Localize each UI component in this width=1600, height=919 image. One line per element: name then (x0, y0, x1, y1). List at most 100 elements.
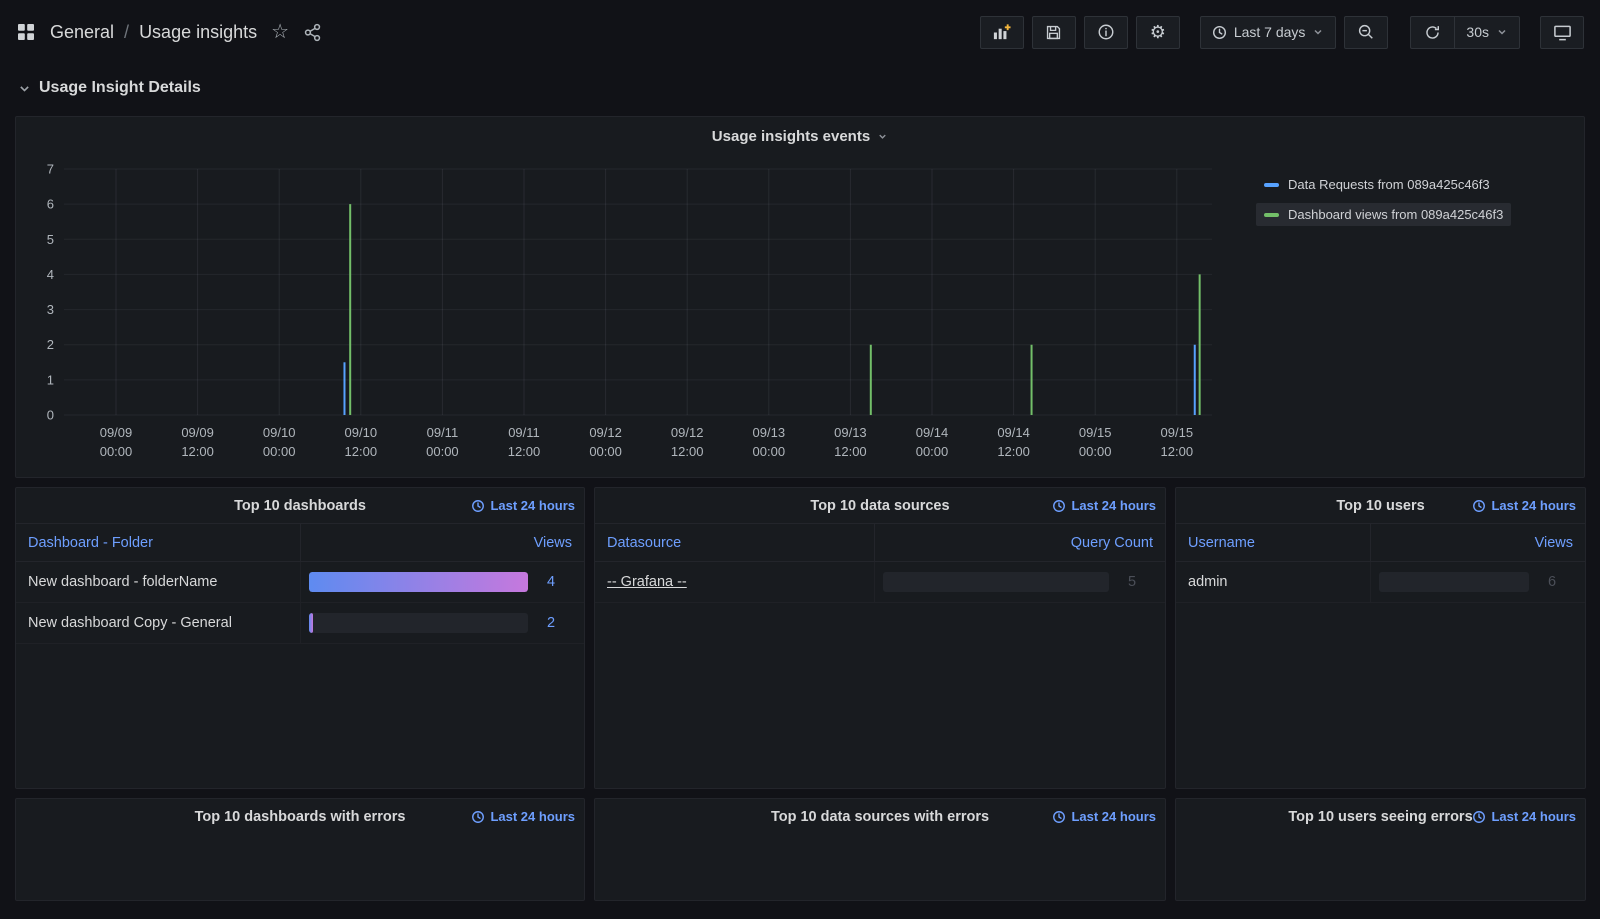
breadcrumb-page[interactable]: Usage insights (139, 21, 258, 42)
svg-text:09/14: 09/14 (997, 425, 1030, 440)
table-row[interactable]: New dashboard Copy - General 2 (16, 603, 584, 644)
svg-text:09/12: 09/12 (671, 425, 704, 440)
legend-label: Data Requests from 089a425c46f3 (1288, 177, 1490, 192)
row-usage-insight-details[interactable]: Usage Insight Details (0, 66, 1600, 110)
chart-body: 0 1 2 3 4 5 6 7 09/09 00:00 09/09 12:00 09/10 00:00 09… (24, 147, 1576, 469)
time-range-badge: Last 24 hours (1052, 488, 1156, 523)
views-cell: 4 (300, 562, 584, 602)
column-header[interactable]: Views (300, 524, 584, 561)
views-value: 6 (1547, 574, 1557, 590)
kiosk-mode-button[interactable] (1540, 15, 1584, 49)
panel-title[interactable]: Top 10 users seeing errors (1288, 808, 1473, 825)
panel-title[interactable]: Top 10 users (1336, 497, 1425, 514)
column-header[interactable]: Views (1370, 524, 1585, 561)
svg-text:09/10: 09/10 (345, 425, 378, 440)
legend-item-data-requests[interactable]: Data Requests from 089a425c46f3 (1256, 173, 1498, 196)
refresh-interval-picker[interactable]: 30s (1454, 15, 1520, 49)
share-icon[interactable] (303, 23, 322, 42)
breadcrumb: General / Usage insights (50, 22, 257, 43)
svg-text:12:00: 12:00 (1161, 444, 1194, 459)
svg-text:00:00: 00:00 (589, 444, 622, 459)
time-range-picker[interactable]: Last 7 days (1199, 15, 1337, 49)
panel-title-menu[interactable]: Usage insights events (24, 125, 1576, 147)
clock-icon (1473, 810, 1486, 823)
time-range-badge: Last 24 hours (471, 488, 575, 523)
refresh-interval-label: 30s (1466, 24, 1489, 40)
zoom-out-button[interactable] (1344, 15, 1389, 49)
table-row[interactable]: -- Grafana -- 5 (595, 562, 1165, 603)
nav-toolbar: ⚙ Last 7 days 30s (979, 15, 1584, 49)
svg-text:09/13: 09/13 (753, 425, 786, 440)
svg-text:00:00: 00:00 (426, 444, 459, 459)
star-icon[interactable]: ☆ (271, 21, 290, 43)
errors-row: Top 10 dashboards with errors Last 24 ho… (15, 798, 1586, 901)
dashboards-grid-icon[interactable] (16, 22, 36, 42)
table-header: Dashboard - Folder Views (16, 524, 584, 562)
column-header[interactable]: Query Count (874, 524, 1165, 561)
panel-usage-insights-events: Usage insights events 0 1 2 3 4 5 6 7 09/09 00:00… (15, 116, 1585, 478)
views-value: 4 (546, 574, 556, 590)
panel-top-10-data-sources-with-errors: Top 10 data sources with errors Last 24 … (594, 798, 1166, 901)
gauge-track (1379, 572, 1529, 592)
clock-icon (1473, 499, 1486, 512)
svg-text:00:00: 00:00 (263, 444, 296, 459)
dashboard-info-button[interactable] (1083, 15, 1128, 49)
panel-title: Usage insights events (711, 127, 871, 145)
svg-text:09/14: 09/14 (916, 425, 949, 440)
time-series-chart[interactable]: 0 1 2 3 4 5 6 7 09/09 00:00 09/09 12:00 09/10 00:00 09… (24, 147, 1228, 469)
table: Username Views admin 6 (1176, 523, 1585, 788)
svg-text:09/11: 09/11 (427, 425, 459, 440)
add-panel-button[interactable] (979, 15, 1024, 49)
svg-text:00:00: 00:00 (100, 444, 133, 459)
save-dashboard-button[interactable] (1031, 15, 1076, 49)
gauge-track (309, 572, 528, 592)
breadcrumb-folder[interactable]: General (50, 21, 115, 42)
refresh-button[interactable] (1410, 15, 1455, 49)
column-header[interactable]: Datasource (607, 534, 682, 551)
svg-text:12:00: 12:00 (181, 444, 214, 459)
table: Dashboard - Folder Views New dashboard -… (16, 523, 584, 788)
nav-left: General / Usage insights ☆ (16, 22, 322, 43)
svg-text:09/15: 09/15 (1079, 425, 1112, 440)
svg-text:12:00: 12:00 (508, 444, 541, 459)
dashboard-name-cell: New dashboard - folderName (28, 574, 218, 590)
panel-title[interactable]: Top 10 data sources (810, 497, 950, 514)
table-row[interactable]: New dashboard - folderName 4 (16, 562, 584, 603)
table-row[interactable]: admin 6 (1176, 562, 1585, 603)
svg-text:6: 6 (47, 197, 54, 212)
info-icon (1098, 24, 1114, 40)
breadcrumb-separator: / (124, 21, 130, 42)
svg-text:09/09: 09/09 (100, 425, 133, 440)
svg-text:09/15: 09/15 (1161, 425, 1194, 440)
svg-text:4: 4 (47, 267, 54, 282)
panel-top-10-data-sources: Top 10 data sources Last 24 hours Dataso… (594, 487, 1166, 789)
panel-top-10-users-seeing-errors: Top 10 users seeing errors Last 24 hours (1175, 798, 1586, 901)
chevron-down-icon (1314, 29, 1322, 35)
svg-text:09/09: 09/09 (181, 425, 214, 440)
clock-icon (472, 499, 485, 512)
row-title: Usage Insight Details (39, 79, 201, 96)
panel-title[interactable]: Top 10 dashboards (234, 497, 366, 514)
column-header[interactable]: Dashboard - Folder (28, 534, 153, 551)
clock-icon (472, 810, 485, 823)
views-value: 2 (546, 615, 556, 631)
svg-text:09/13: 09/13 (834, 425, 867, 440)
query-count-value: 5 (1127, 574, 1137, 590)
column-header[interactable]: Username (1188, 534, 1255, 551)
panel-title[interactable]: Top 10 data sources with errors (770, 808, 990, 825)
dashboard-settings-button[interactable]: ⚙ (1135, 15, 1180, 49)
datasource-link-cell[interactable]: -- Grafana -- (607, 574, 687, 590)
dashboard-name-cell: New dashboard Copy - General (28, 615, 232, 631)
series-color-marker (1264, 212, 1279, 217)
table-header: Username Views (1176, 524, 1585, 562)
chevron-down-icon (1498, 29, 1506, 35)
time-range-badge: Last 24 hours (471, 799, 575, 834)
gauge-track (883, 572, 1109, 592)
chart-legend: Data Requests from 089a425c46f3 Dashboar… (1228, 147, 1574, 469)
panel-title[interactable]: Top 10 dashboards with errors (194, 808, 406, 825)
legend-label: Dashboard views from 089a425c46f3 (1288, 207, 1504, 222)
svg-text:2: 2 (47, 337, 54, 352)
clock-icon (1053, 499, 1066, 512)
legend-item-dashboard-views[interactable]: Dashboard views from 089a425c46f3 (1256, 203, 1512, 226)
chevron-down-icon (18, 82, 31, 95)
